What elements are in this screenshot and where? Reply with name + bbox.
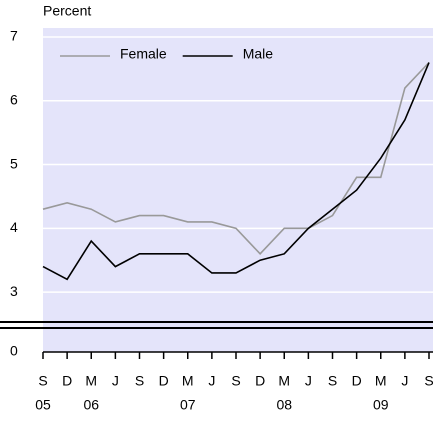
- year-label: 08: [276, 397, 292, 413]
- y-tick-label: 4: [10, 219, 18, 235]
- y-axis-label: Percent: [43, 3, 91, 19]
- x-tick-label: D: [352, 373, 362, 389]
- line-series: [42, 61, 430, 256]
- x-tick-label: J: [112, 373, 119, 389]
- y-tick-label: 0: [10, 343, 18, 359]
- x-tick-label: D: [255, 373, 265, 389]
- x-tick-label: S: [38, 373, 47, 389]
- legend-label: Male: [243, 46, 274, 62]
- x-tick-label: S: [135, 373, 144, 389]
- y-tick-label: 7: [10, 28, 18, 44]
- x-tick-label: M: [182, 373, 194, 389]
- x-tick-label: S: [231, 373, 240, 389]
- y-tick-label: 5: [10, 155, 18, 171]
- x-tick-label: J: [305, 373, 312, 389]
- legend-label: Female: [120, 46, 167, 62]
- x-tick-label: S: [424, 373, 433, 389]
- x-tick-label: S: [328, 373, 337, 389]
- y-tick-label: 3: [10, 283, 18, 299]
- x-tick-label: M: [85, 373, 97, 389]
- x-tick-label: D: [159, 373, 169, 389]
- x-tick-label: J: [208, 373, 215, 389]
- x-tick-label: D: [62, 373, 72, 389]
- year-label: 05: [35, 397, 51, 413]
- plot-background: [43, 28, 433, 352]
- x-tick-label: M: [278, 373, 290, 389]
- year-label: 06: [83, 397, 99, 413]
- year-label: 07: [180, 397, 196, 413]
- year-label: 09: [373, 397, 389, 413]
- x-tick-label: M: [375, 373, 387, 389]
- x-tick-label: J: [401, 373, 408, 389]
- line-series: [42, 62, 430, 281]
- y-tick-label: 6: [10, 91, 18, 107]
